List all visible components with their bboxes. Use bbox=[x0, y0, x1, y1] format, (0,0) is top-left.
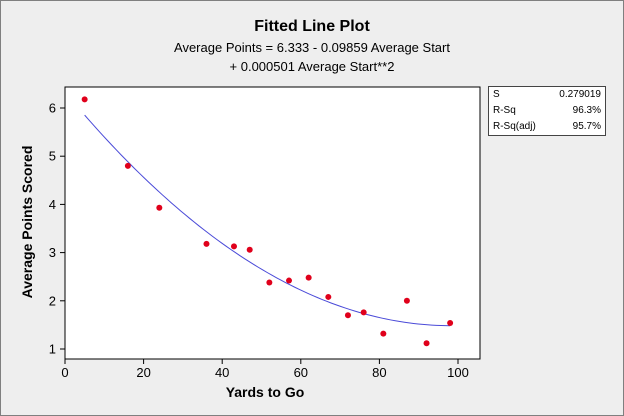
x-tick-label: 100 bbox=[447, 365, 469, 380]
x-axis-ticks: 0 20 40 60 80 100 bbox=[61, 359, 469, 380]
data-point bbox=[305, 274, 312, 281]
data-point bbox=[246, 246, 253, 253]
y-axis-ticks: 1 2 3 4 5 6 bbox=[49, 101, 65, 357]
chart-title: Fitted Line Plot bbox=[254, 18, 370, 35]
y-axis-label: Average Points Scored bbox=[19, 146, 35, 299]
data-point bbox=[124, 162, 131, 169]
x-tick-label: 20 bbox=[136, 365, 150, 380]
fitted-line bbox=[84, 114, 451, 327]
data-point bbox=[325, 293, 332, 300]
data-point bbox=[403, 297, 410, 304]
stats-row-s: S 0.279019 bbox=[489, 87, 605, 103]
y-tick-label: 5 bbox=[49, 149, 56, 164]
y-tick-label: 6 bbox=[49, 101, 56, 116]
data-point bbox=[380, 330, 387, 337]
x-tick-label: 40 bbox=[215, 365, 229, 380]
data-point bbox=[156, 204, 163, 211]
regression-equation-line-1: Average Points = 6.333 - 0.09859 Average… bbox=[174, 40, 450, 55]
data-point bbox=[360, 309, 367, 316]
stats-row-rsq-adj: R-Sq(adj) 95.7% bbox=[489, 119, 605, 135]
data-point bbox=[423, 340, 430, 347]
data-point bbox=[447, 319, 454, 326]
stats-box: S 0.279019 R-Sq 96.3% R-Sq(adj) 95.7% bbox=[488, 86, 606, 136]
stats-label: R-Sq bbox=[493, 105, 516, 116]
data-point bbox=[230, 243, 237, 250]
stats-label: S bbox=[493, 89, 500, 100]
data-point bbox=[203, 240, 210, 247]
data-point bbox=[286, 277, 293, 284]
x-tick-label: 80 bbox=[372, 365, 386, 380]
x-tick-label: 0 bbox=[61, 365, 68, 380]
regression-equation-line-2: + 0.000501 Average Start**2 bbox=[229, 59, 395, 74]
points-layer bbox=[81, 96, 454, 347]
stats-value: 95.7% bbox=[572, 121, 601, 132]
data-point bbox=[81, 96, 88, 103]
stats-label: R-Sq(adj) bbox=[493, 121, 536, 132]
stats-value: 0.279019 bbox=[559, 89, 601, 100]
y-tick-label: 3 bbox=[49, 245, 56, 260]
data-point bbox=[266, 279, 273, 286]
y-tick-label: 1 bbox=[49, 342, 56, 357]
plot-area bbox=[64, 86, 481, 360]
x-axis-label: Yards to Go bbox=[226, 384, 305, 400]
stats-row-rsq: R-Sq 96.3% bbox=[489, 103, 605, 119]
data-point bbox=[344, 312, 351, 319]
stats-value: 96.3% bbox=[572, 105, 601, 116]
y-tick-label: 4 bbox=[49, 197, 56, 212]
x-tick-label: 60 bbox=[294, 365, 308, 380]
fit-layer bbox=[84, 114, 451, 327]
y-tick-label: 2 bbox=[49, 293, 56, 308]
